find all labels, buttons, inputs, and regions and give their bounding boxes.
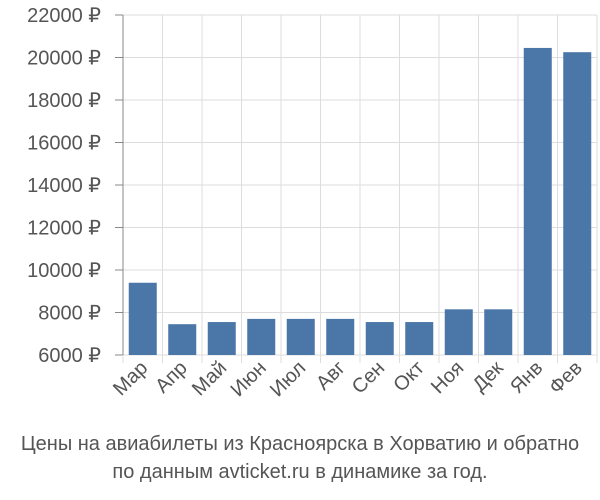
- grid-layer: [115, 14, 598, 363]
- bar-Май: [207, 322, 236, 355]
- x-tick-label: Май: [188, 357, 231, 400]
- x-tick-label: Авг: [312, 357, 350, 395]
- bar-Дек: [484, 309, 513, 355]
- bar-Авг: [326, 318, 355, 355]
- bar-Мар: [128, 282, 157, 355]
- y-tick-label: 6000 ₽: [38, 345, 101, 367]
- x-tick-label: Июн: [227, 357, 271, 401]
- bar-Июн: [247, 318, 276, 355]
- y-tick-label: 20000 ₽: [27, 48, 101, 70]
- bar-Июл: [286, 318, 315, 355]
- bar-Окт: [405, 322, 434, 355]
- x-tick-label: Фев: [545, 357, 587, 399]
- y-tick-label: 12000 ₽: [27, 218, 101, 240]
- bar-Сен: [365, 322, 394, 355]
- chart-caption-line2: по данным avticket.ru в динамике за год.: [112, 461, 488, 483]
- bar-chart: 6000 ₽ 8000 ₽ 10000 ₽ 12000 ₽ 14000 ₽ 16000 ₽…: [27, 5, 598, 401]
- x-tick-label: Ноя: [427, 357, 468, 398]
- x-tick-label: Мар: [109, 357, 152, 400]
- x-tick-label: Июл: [266, 357, 310, 401]
- y-tick-label: 22000 ₽: [27, 5, 101, 27]
- x-tick-label: Янв: [506, 357, 547, 398]
- chart-caption-line1: Цены на авиабилеты из Красноярска в Хорв…: [20, 433, 580, 455]
- x-tick-label: Апр: [151, 357, 192, 398]
- x-tick-label: Сен: [348, 357, 389, 398]
- bar-Апр: [168, 324, 197, 355]
- bar-Фев: [563, 52, 592, 355]
- x-tick-label: Дек: [469, 357, 508, 396]
- bar-layer: [128, 47, 592, 355]
- y-tick-label: 16000 ₽: [27, 133, 101, 155]
- bar-Янв: [523, 47, 552, 355]
- y-tick-label: 10000 ₽: [27, 260, 101, 282]
- y-tick-label: 14000 ₽: [27, 175, 101, 197]
- bar-Ноя: [444, 309, 473, 355]
- y-tick-label: 18000 ₽: [27, 90, 101, 112]
- y-tick-label: 8000 ₽: [38, 303, 101, 325]
- x-tick-label: Окт: [389, 357, 428, 396]
